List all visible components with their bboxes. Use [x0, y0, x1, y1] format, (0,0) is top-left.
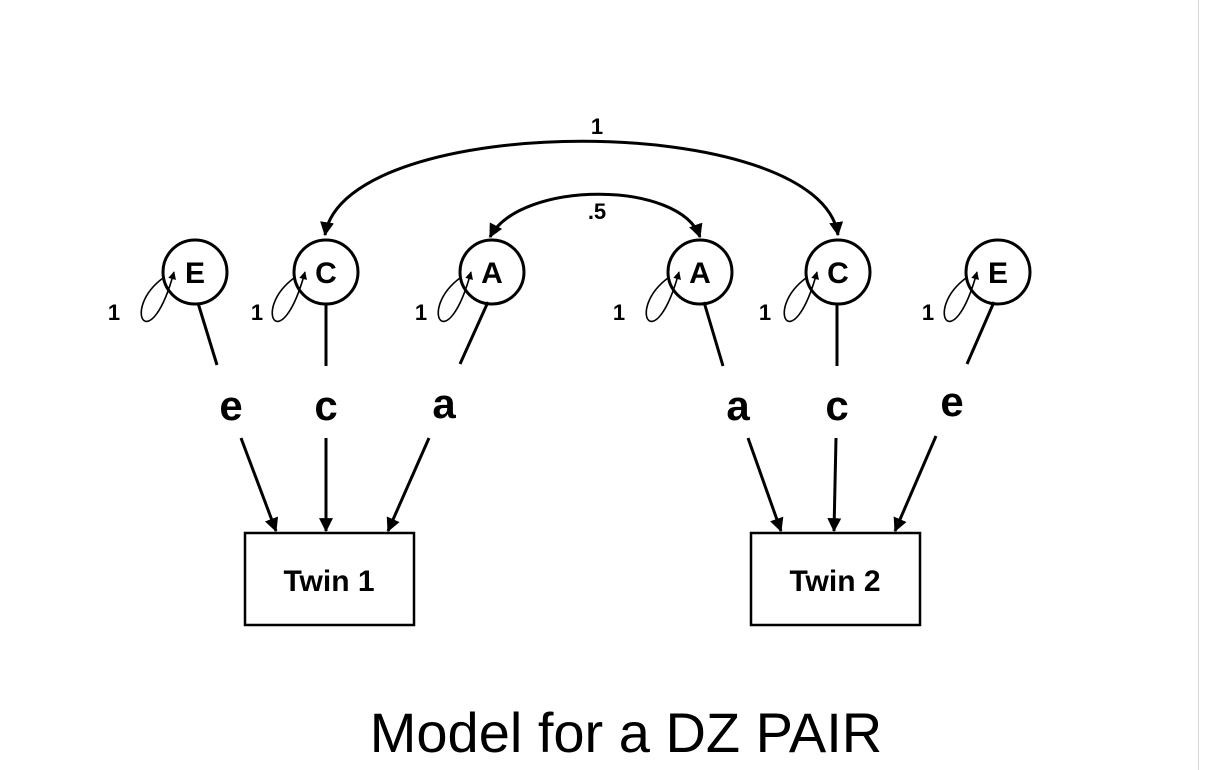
path-label: e: [219, 382, 242, 429]
latent-c-twin1: C 1: [251, 240, 358, 325]
path-a-twin1: a: [388, 302, 488, 531]
twin1-box: Twin 1: [245, 533, 414, 625]
latent-letter: C: [315, 257, 337, 290]
path-e-twin1: e: [198, 303, 276, 531]
diagram-title: Model for a DZ PAIR: [370, 701, 882, 764]
latent-e-twin2: E 1: [922, 240, 1030, 325]
correlation-label-c: 1: [591, 114, 603, 139]
path-c-twin2: c: [825, 304, 848, 531]
path-label: c: [314, 382, 337, 429]
twin2-box: Twin 2: [751, 533, 920, 625]
correlation-label-a: .5: [588, 199, 606, 224]
twin1-label: Twin 1: [283, 565, 374, 598]
latent-e-twin1: E 1: [108, 240, 227, 325]
variance-label: 1: [759, 300, 771, 325]
latent-letter: A: [481, 257, 503, 290]
variance-label: 1: [251, 300, 263, 325]
variance-label: 1: [108, 300, 120, 325]
latent-letter: A: [689, 257, 711, 290]
variance-label: 1: [922, 300, 934, 325]
variance-label: 1: [415, 300, 427, 325]
latent-a-twin1: A 1: [415, 240, 524, 325]
path-c-twin1: c: [314, 304, 337, 531]
path-a-twin2: a: [704, 302, 781, 531]
correlation-arc-c: [325, 141, 838, 235]
latent-letter: C: [827, 257, 849, 290]
latent-letter: E: [988, 257, 1008, 290]
twin2-label: Twin 2: [789, 565, 880, 598]
latent-a-twin2: A 1: [613, 240, 732, 325]
path-label: a: [726, 382, 750, 429]
latent-letter: E: [185, 257, 205, 290]
path-label: c: [825, 382, 848, 429]
variance-label: 1: [613, 300, 625, 325]
latent-c-twin2: C 1: [759, 240, 870, 325]
path-e-twin2: e: [895, 302, 994, 531]
path-label: a: [432, 380, 456, 427]
path-label: e: [940, 378, 963, 425]
